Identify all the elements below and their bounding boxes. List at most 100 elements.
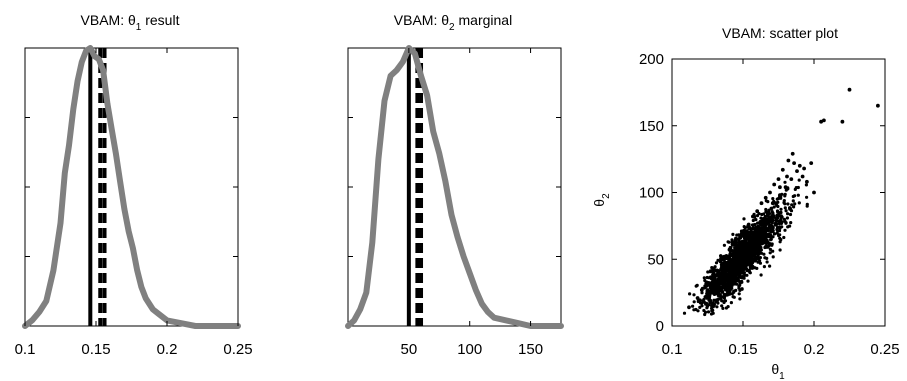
scatter-point (756, 255, 760, 259)
scatter-point (695, 296, 700, 300)
scatter-point (736, 245, 741, 250)
scatter-point (785, 216, 790, 220)
scatter-point (761, 233, 765, 237)
scatter-point (768, 224, 772, 228)
x-tick-label: 100 (457, 341, 482, 358)
scatter-point (705, 306, 709, 310)
scatter-point (768, 251, 772, 255)
panel2-title: VBAM: θ2 marginal (394, 12, 512, 33)
scatter-point (714, 284, 718, 288)
scatter-point (822, 118, 826, 123)
scatter-point (735, 250, 740, 255)
scatter-point (741, 265, 745, 270)
scatter-point (775, 213, 779, 217)
scatter-point (762, 228, 767, 232)
scatter-point (724, 283, 729, 287)
scatter-point (782, 235, 786, 240)
scatter-point (721, 290, 725, 294)
scatter-point (727, 281, 732, 285)
scatter-point (694, 307, 698, 312)
scatter-point (797, 163, 802, 168)
scatter-point (779, 210, 783, 215)
y-tick-label: 0 (656, 318, 664, 335)
y-tick-label: 150 (639, 118, 664, 135)
x-tick-label: 0.2 (157, 341, 178, 358)
scatter-point (812, 190, 816, 195)
scatter-point (728, 248, 733, 252)
scatter-point (783, 185, 788, 190)
scatter-point (769, 235, 773, 239)
scatter-point (691, 304, 695, 308)
scatter-point (776, 204, 780, 209)
scatter-point (712, 271, 716, 275)
scatter-point (782, 201, 786, 205)
scatter-point (779, 221, 784, 225)
scatter-point (765, 238, 769, 242)
scatter-point (737, 275, 741, 279)
scatter-point (730, 283, 734, 287)
scatter-point (780, 167, 785, 172)
scatter-point (737, 284, 741, 288)
scatter-point (758, 233, 762, 238)
scatter-point (792, 205, 796, 209)
scatter-point (751, 214, 755, 219)
scatter-point (783, 194, 787, 198)
scatter-point (769, 238, 773, 242)
scatter-point (720, 304, 724, 308)
scatter-point (783, 206, 787, 210)
scatter-point (726, 291, 730, 295)
scatter-point (788, 212, 793, 217)
scatter-point (709, 290, 714, 295)
scatter-point (739, 246, 744, 251)
scatter-point (738, 268, 742, 272)
scatter-point (764, 199, 768, 203)
scatter-point (739, 262, 743, 266)
scatter-point (751, 236, 755, 240)
scatter-point (711, 276, 716, 280)
scatter-point (722, 243, 727, 247)
scatter-point (771, 249, 775, 253)
scatter-point (707, 296, 712, 300)
scatter-point (776, 210, 780, 214)
scatter-point (758, 259, 762, 263)
scatter-point (749, 244, 754, 248)
scatter-point (793, 194, 797, 198)
scatter-point (795, 169, 799, 174)
scatter-point (724, 288, 728, 292)
scatter-point (721, 280, 725, 284)
scatter-point (775, 197, 779, 201)
scatter-point (786, 202, 790, 206)
scatter-point (751, 230, 755, 235)
scatter-point (756, 221, 760, 225)
scatter-point (718, 294, 722, 298)
scatter-point (687, 305, 691, 310)
scatter-point (778, 226, 782, 230)
scatter-point (737, 279, 741, 283)
scatter-point (796, 185, 800, 190)
scatter-point (762, 224, 766, 228)
scatter-point (770, 229, 774, 233)
scatter-point (703, 310, 708, 314)
scatter-point (702, 276, 706, 280)
scatter-point (729, 287, 733, 291)
scatter-point (738, 236, 743, 240)
scatter-point (703, 278, 707, 283)
x-tick-label: 0.15 (81, 341, 110, 358)
scatter-point (763, 195, 768, 200)
scatter-point (710, 306, 714, 310)
scatter-point (726, 260, 731, 264)
panel2-series (345, 45, 564, 329)
x-tick-label: 0.15 (728, 341, 757, 358)
scatter-point (780, 215, 784, 219)
scatter-point (805, 195, 809, 199)
scatter-point (802, 166, 806, 171)
scatter-point (751, 238, 755, 242)
scatter-point (743, 242, 748, 247)
x-tick-label: 0.1 (662, 341, 683, 358)
scatter-point (804, 183, 809, 187)
scatter-point (755, 209, 760, 214)
x-tick-label: 0.25 (870, 341, 899, 358)
scatter-point (708, 298, 713, 303)
scatter-point (775, 231, 779, 235)
scatter-point (759, 216, 763, 220)
